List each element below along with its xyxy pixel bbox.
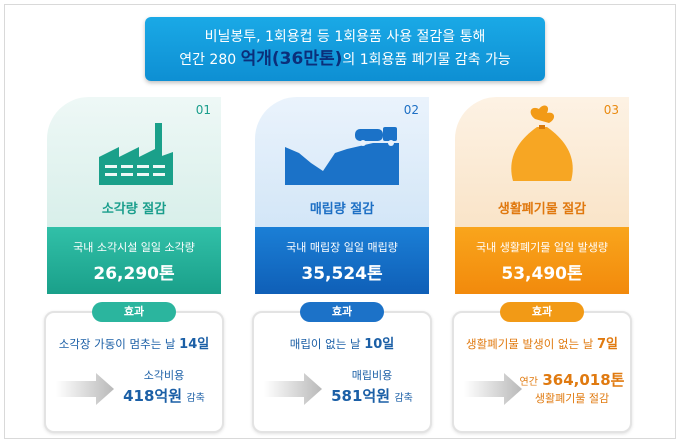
result-suffix: 감축 — [394, 393, 413, 404]
card-stat: 국내 소각시설 일일 소각량 26,290톤 — [47, 227, 221, 294]
effect-text: 매립이 없는 날 — [289, 337, 361, 351]
headline-highlight: 억개(36만톤) — [240, 49, 343, 69]
arrow-right-icon — [56, 373, 114, 405]
result-value: 364,018톤 — [542, 371, 625, 389]
effect-result: 연간 364,018톤 생활폐기물 절감 — [518, 367, 626, 406]
card-stat: 국내 매립장 일일 매립량 35,524톤 — [255, 227, 429, 294]
stat-label: 국내 생활폐기물 일일 발생량 — [476, 241, 608, 254]
headline-line-1: 비닐봉투, 1회용컵 등 1회용품 사용 절감을 통해 — [204, 29, 486, 45]
effect-days: 7일 — [597, 337, 619, 352]
effect-panel-landfill: 효과 매립이 없는 날 10일 매립비용 581억원 감축 — [252, 302, 432, 433]
effect-text: 소각장 가동이 멈추는 날 — [58, 337, 176, 351]
effect-panel-household-waste: 효과 생활폐기물 발생이 없는 날 7일 연간 364,018톤 생활폐기물 절… — [452, 302, 632, 433]
card-title: 생활폐기물 절감 — [497, 202, 587, 217]
stat-value: 26,290톤 — [93, 264, 175, 284]
effect-tag: 효과 — [92, 302, 176, 322]
result-value-line: 418억원 감축 — [110, 385, 218, 406]
stat-value: 53,490톤 — [501, 264, 583, 284]
factory-icon — [99, 123, 173, 185]
landfill-truck-icon — [285, 127, 399, 185]
card-title: 매립량 절감 — [309, 202, 375, 217]
card-number: 02 — [403, 103, 419, 117]
result-label: 소각비용 — [143, 369, 185, 382]
effect-text: 생활폐기물 발생이 없는 날 — [465, 337, 594, 351]
effect-days: 14일 — [179, 337, 210, 352]
card-landfill: 02 매립량 절감 국내 매립장 일일 매립량 35,524톤 — [255, 97, 429, 294]
headline-banner: 비닐봉투, 1회용컵 등 1회용품 사용 절감을 통해 연간 280 억개(36… — [145, 17, 545, 81]
card-stat: 국내 생활폐기물 일일 발생량 53,490톤 — [455, 227, 629, 294]
headline-prefix: 연간 280 — [179, 52, 237, 68]
result-value: 581억원 — [331, 387, 391, 405]
effect-headline: 생활폐기물 발생이 없는 날 7일 — [454, 333, 630, 352]
infographic-frame: 비닐봉투, 1회용컵 등 1회용품 사용 절감을 통해 연간 280 억개(36… — [4, 4, 676, 439]
card-number: 03 — [603, 103, 619, 117]
card-household-waste: 03 생활폐기물 절감 국내 생활폐기물 일일 발생량 53,490톤 — [455, 97, 629, 294]
effect-headline: 소각장 가동이 멈추는 날 14일 — [46, 333, 222, 352]
effect-result: 매립비용 581억원 감축 — [318, 367, 426, 406]
result-label: 매립비용 — [351, 369, 393, 382]
effect-headline: 매립이 없는 날 10일 — [254, 333, 430, 352]
effect-days: 10일 — [364, 337, 395, 352]
card-title: 소각량 절감 — [101, 202, 167, 217]
result-value-line: 연간 364,018톤 — [518, 369, 626, 390]
result-value: 418억원 — [123, 387, 183, 405]
card-number: 01 — [195, 103, 211, 117]
effect-panel-incineration: 효과 소각장 가동이 멈추는 날 14일 소각비용 418억원 감축 — [44, 302, 224, 433]
headline-suffix: 의 1회용품 폐기물 감축 가능 — [342, 52, 511, 68]
effect-result: 소각비용 418억원 감축 — [110, 367, 218, 406]
result-value-line: 581억원 감축 — [318, 385, 426, 406]
stat-label: 국내 소각시설 일일 소각량 — [73, 241, 195, 254]
result-prefix: 연간 — [519, 377, 538, 388]
arrow-right-icon — [464, 373, 522, 405]
effect-tag: 효과 — [300, 302, 384, 322]
result-label: 생활폐기물 절감 — [534, 392, 610, 405]
result-suffix: 감축 — [186, 393, 205, 404]
effect-tag: 효과 — [500, 302, 584, 322]
garbage-bag-icon — [511, 105, 573, 181]
stat-value: 35,524톤 — [301, 264, 383, 284]
stat-label: 국내 매립장 일일 매립량 — [286, 241, 398, 254]
card-incineration: 01 소각량 절감 국내 소각시설 일일 소각량 26,290톤 — [47, 97, 221, 294]
arrow-right-icon — [264, 373, 322, 405]
headline-line-2: 연간 280 억개(36만톤)의 1회용품 폐기물 감축 가능 — [145, 48, 545, 71]
